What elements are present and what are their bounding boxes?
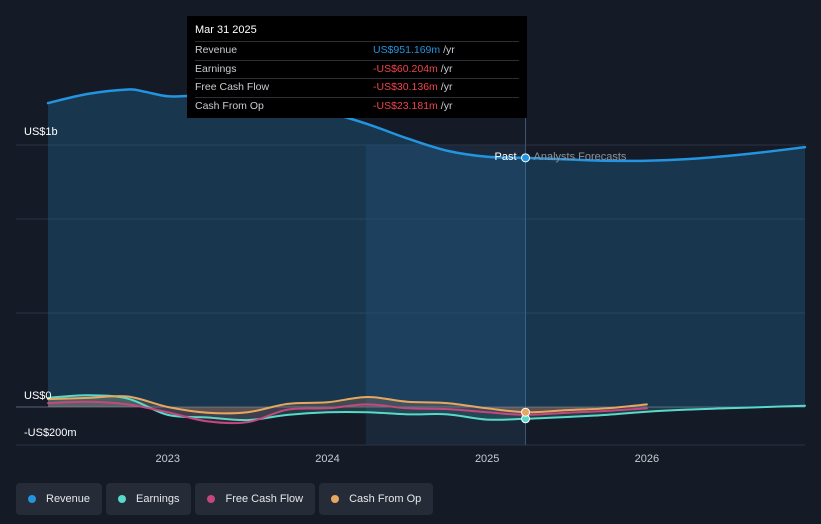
tooltip-label: Earnings <box>195 62 237 75</box>
earnings-line <box>47 394 806 422</box>
cash-from-op-dot-icon <box>331 495 340 503</box>
revenue-line <box>46 88 807 163</box>
legend-item-cash-from-op[interactable]: Cash From Op <box>319 483 434 515</box>
legend-label: Revenue <box>46 493 91 505</box>
data-tooltip: Mar 31 2025 Revenue US$951.169m /yr Earn… <box>187 16 527 118</box>
x-tick-label: 2023 <box>156 453 180 465</box>
chart-legend: Revenue Earnings Free Cash Flow Cash Fro… <box>16 483 434 515</box>
revenue-dot-icon <box>28 495 36 503</box>
tooltip-label: Cash From Op <box>195 99 264 112</box>
tooltip-row-cash-from-op: Cash From Op -US$23.181m /yr <box>195 96 519 116</box>
free-cash-flow-dot-icon <box>207 495 216 503</box>
tooltip-unit: /yr <box>440 62 453 75</box>
revenue-tooltip-marker <box>521 153 531 163</box>
legend-label: Free Cash Flow <box>225 493 304 505</box>
tooltip-row-free-cash-flow: Free Cash Flow -US$30.136m /yr <box>195 78 519 97</box>
y-tick-label: US$0 <box>24 390 52 402</box>
tooltip-row-earnings: Earnings -US$60.204m /yr <box>195 59 519 79</box>
tooltip-label: Revenue <box>195 44 238 56</box>
revenue-area <box>48 89 805 407</box>
cash_from_op-line <box>47 395 648 415</box>
series-lines <box>46 88 807 425</box>
x-tick-label: 2025 <box>475 453 499 465</box>
chart-background <box>365 145 526 445</box>
tooltip-value: -US$30.136m <box>373 81 438 93</box>
legend-label: Earnings <box>136 493 180 505</box>
legend-item-free-cash-flow[interactable]: Free Cash Flow <box>195 483 316 515</box>
past-label: Past <box>495 151 517 163</box>
tooltip-unit: /yr <box>440 81 453 93</box>
tooltip-unit: /yr <box>440 99 453 112</box>
tooltip-label: Free Cash Flow <box>195 81 270 93</box>
legend-item-revenue[interactable]: Revenue <box>16 483 103 515</box>
tooltip-markers <box>521 153 531 424</box>
tooltip-row-revenue: Revenue US$951.169m /yr <box>195 41 519 60</box>
tooltip-value: -US$23.181m <box>373 99 438 112</box>
series-areas <box>48 89 805 424</box>
legend-label: Cash From Op <box>349 493 422 505</box>
x-tick-label: 2024 <box>315 453 339 465</box>
tooltip-unit: /yr <box>443 44 455 56</box>
past-highlight-region <box>365 145 526 445</box>
y-tick-label: -US$200m <box>24 427 77 439</box>
forecast-label: Analysts Forecasts <box>534 151 627 163</box>
earnings-dot-icon <box>118 495 127 503</box>
tooltip-value: -US$60.204m <box>373 62 438 75</box>
legend-item-earnings[interactable]: Earnings <box>106 483 192 515</box>
free_cash_flow-line <box>47 400 648 425</box>
y-tick-label: US$1b <box>24 126 58 138</box>
tooltip-date: Mar 31 2025 <box>195 24 257 36</box>
tooltip-value: US$951.169m <box>373 44 441 56</box>
cash_from_op-tooltip-marker <box>521 407 531 417</box>
x-tick-label: 2026 <box>635 453 659 465</box>
axis-labels: US$1b US$0 -US$200m 2023 2024 2025 2026 Past Ana… <box>24 126 659 465</box>
